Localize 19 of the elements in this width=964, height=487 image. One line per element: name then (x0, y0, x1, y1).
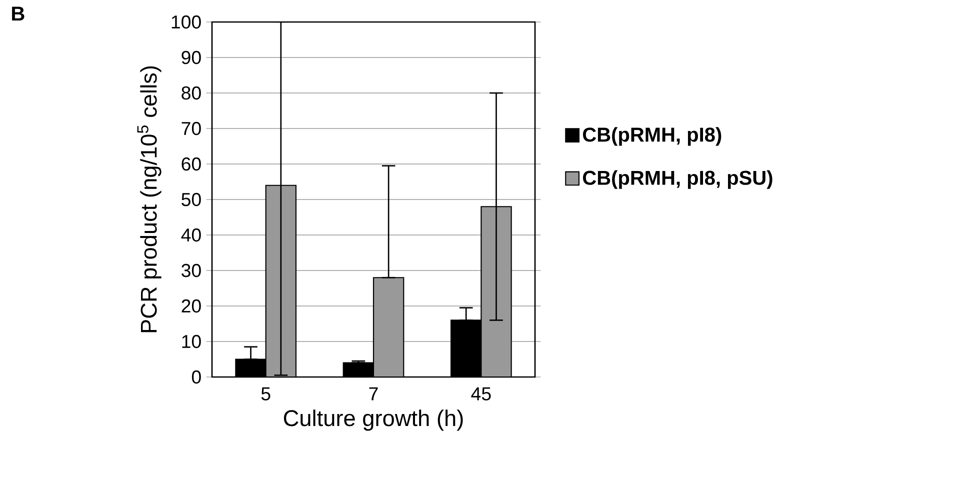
y-tick-label: 10 (182, 334, 201, 348)
legend-label: CB(pRMH, pI8, pSU) (582, 170, 772, 189)
y-tick-label: 30 (182, 264, 201, 278)
x-tick-label: 45 (471, 387, 491, 400)
y-tick-label: 40 (181, 228, 201, 242)
x-axis-title: Culture growth (h) (284, 410, 463, 431)
y-tick-label: 50 (182, 192, 201, 206)
text: B (12, 6, 24, 20)
y-tick-label: 0 (192, 370, 201, 384)
y-tick-label: 100 (172, 15, 201, 29)
y-tick-label: 90 (182, 50, 201, 64)
y-tick-label: 70 (182, 122, 201, 136)
legend-label: CB(pRMH, pI8) (582, 127, 722, 146)
x-tick-label: 5 (261, 387, 270, 400)
y-tick-label: 80 (182, 86, 201, 100)
y-tick-label: 60 (182, 157, 201, 171)
x-tick-label: 7 (369, 387, 378, 400)
y-axis-title: PCR product (ng/10$^{5}$ cells) (137, 66, 162, 332)
y-tick-label: 20 (182, 299, 201, 313)
